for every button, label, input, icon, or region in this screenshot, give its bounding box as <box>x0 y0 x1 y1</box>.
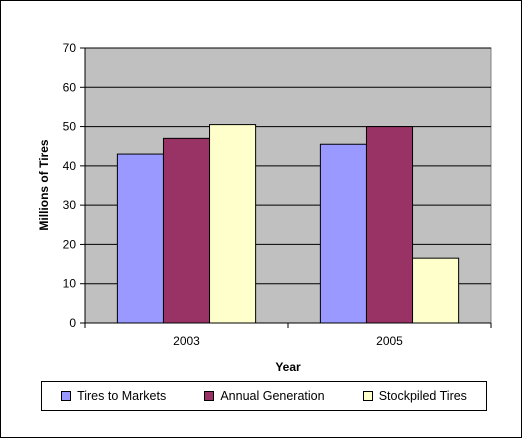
axes <box>80 47 492 328</box>
legend-label: Stockpiled Tires <box>378 389 467 403</box>
x-axis-title: Year <box>275 360 301 374</box>
x-tick-label: 2003 <box>173 334 200 348</box>
bars <box>116 124 460 324</box>
y-tick-label: 60 <box>63 80 77 94</box>
legend-item: Stockpiled Tires <box>362 389 467 403</box>
y-tick-label: 50 <box>63 120 77 134</box>
y-tick-label: 70 <box>63 41 77 55</box>
y-tick-label: 0 <box>69 316 76 330</box>
bar-annual-generation-2005 <box>365 126 414 324</box>
bar-tires-to-markets-2003 <box>116 153 164 324</box>
x-tick-label: 2005 <box>376 334 403 348</box>
legend-swatch <box>362 391 373 401</box>
bar-stockpiled-tires-2003 <box>209 124 257 324</box>
legend-item: Tires to Markets <box>61 389 166 403</box>
legend-item: Annual Generation <box>204 389 325 403</box>
y-tick-label: 20 <box>63 237 77 251</box>
y-tick-label: 40 <box>63 159 77 173</box>
bar-stockpiled-tires-2005 <box>412 257 460 324</box>
y-axis-title: Millions of Tires <box>37 139 51 230</box>
legend-swatch <box>61 391 72 401</box>
legend-swatch <box>204 391 215 401</box>
y-tick-label: 30 <box>63 198 77 212</box>
legend-label: Annual Generation <box>220 389 325 403</box>
x-tick-labels: 2003 2005 <box>173 334 403 348</box>
bar-annual-generation-2003 <box>162 137 211 324</box>
bar-tires-to-markets-2005 <box>319 143 367 324</box>
legend-label: Tires to Markets <box>77 389 167 403</box>
y-tick-labels: 0 10 20 30 40 50 60 70 <box>63 41 77 330</box>
legend: Tires to Markets Annual Generation Stockpi… <box>41 381 487 411</box>
y-tick-label: 10 <box>63 277 77 291</box>
